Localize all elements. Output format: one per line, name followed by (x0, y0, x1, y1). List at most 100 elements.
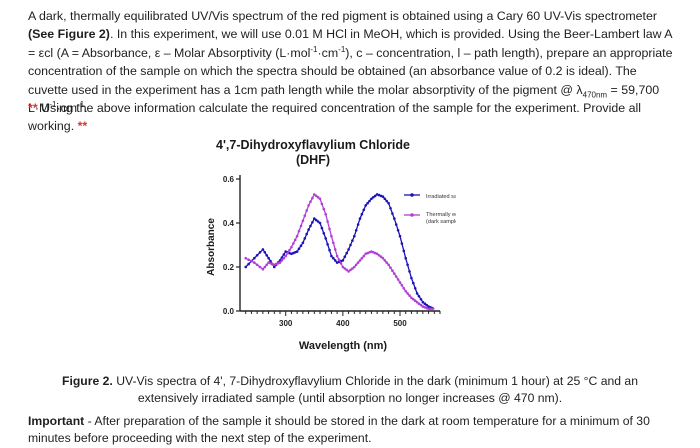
data-point (314, 218, 318, 222)
data-point (413, 287, 417, 290)
data-point (295, 234, 299, 238)
data-point (333, 248, 337, 251)
data-point (381, 195, 385, 198)
caption-text: UV-Vis spectra of 4', 7-Dihydroxyflavyli… (112, 374, 638, 405)
data-point (431, 307, 434, 311)
data-point (267, 256, 270, 260)
legend-marker-2 (410, 213, 414, 217)
data-point (396, 229, 400, 232)
data-point (253, 256, 256, 260)
data-point (394, 223, 398, 226)
data-point (326, 220, 329, 223)
data-point (263, 265, 267, 269)
data-point (393, 272, 396, 275)
data-point (353, 265, 356, 269)
data-point (410, 276, 413, 280)
legend-marker-1 (410, 193, 414, 197)
important-text: - After preparation of the sample it sho… (28, 414, 650, 445)
data-point (360, 256, 364, 260)
data-point (421, 300, 425, 304)
asterisks-right: ** (77, 119, 88, 134)
data-point (324, 237, 327, 240)
data-point (258, 265, 262, 269)
data-point (282, 253, 286, 256)
data-point (354, 263, 358, 267)
chart-title: 4',7-Dihydroxyflavylium Chloride (216, 138, 410, 152)
intro-text-6: ·cm (56, 101, 78, 116)
data-point (330, 254, 333, 258)
data-point (389, 266, 392, 269)
data-point (417, 302, 421, 305)
data-point (250, 259, 253, 263)
data-point (385, 199, 388, 203)
y-tick-label: 0.6 (223, 175, 235, 184)
data-point (316, 196, 320, 199)
data-point (372, 196, 375, 199)
data-point (299, 244, 303, 247)
caption-label: Figure 2. (62, 374, 113, 388)
data-point (341, 265, 345, 269)
data-point (370, 197, 373, 201)
data-point (381, 256, 385, 260)
chart-subtitle: (DHF) (296, 153, 330, 167)
data-point (415, 292, 419, 295)
data-point (364, 204, 367, 207)
intro-text-3: ·cm (317, 45, 339, 60)
data-point (412, 281, 415, 285)
data-point (394, 275, 398, 278)
y-tick-label: 0.0 (223, 307, 235, 316)
data-point (349, 243, 352, 247)
data-point (393, 217, 396, 220)
data-point (318, 221, 322, 225)
data-point (358, 217, 362, 220)
data-point (316, 220, 320, 223)
intro-text-2: . In this experiment, we will use 0.01 M… (28, 27, 672, 60)
data-point (419, 298, 423, 301)
data-point (343, 255, 347, 258)
superscript: -1 (310, 44, 318, 54)
data-point (341, 259, 345, 262)
figure-caption: Figure 2. UV-Vis spectra of 4', 7-Dihydr… (40, 373, 660, 407)
data-point (402, 249, 406, 253)
data-point (351, 267, 354, 270)
intro-text-7: . (84, 101, 88, 116)
data-point (408, 294, 411, 297)
task-text: Using the above information calculate th… (28, 101, 642, 134)
data-point (273, 265, 276, 269)
data-point (258, 251, 262, 254)
data-point (404, 256, 407, 260)
superscript: -1 (77, 99, 85, 109)
y-axis-label: Absorbance (206, 218, 217, 276)
data-point (389, 207, 392, 210)
data-point (339, 262, 343, 265)
data-point (377, 193, 381, 197)
data-point (278, 261, 282, 264)
data-point (313, 193, 316, 196)
data-point (247, 258, 250, 261)
data-point (284, 254, 287, 258)
data-point (292, 242, 295, 245)
data-point (335, 254, 339, 258)
data-point (324, 212, 327, 216)
data-point (322, 207, 326, 211)
data-point (413, 299, 417, 302)
data-point (305, 232, 308, 236)
data-point (297, 229, 301, 233)
data-point (415, 300, 419, 304)
data-point (417, 295, 421, 298)
data-point (402, 287, 406, 290)
data-point (322, 232, 326, 235)
data-point (398, 281, 402, 284)
data-point (282, 256, 286, 260)
data-point (299, 224, 303, 228)
superscript: -1 (49, 99, 57, 109)
data-point (333, 259, 337, 262)
data-point (358, 259, 362, 262)
data-point (263, 251, 267, 254)
data-point (423, 302, 427, 305)
data-point (406, 263, 409, 267)
data-point (269, 259, 272, 263)
data-point (410, 296, 413, 300)
important-label: Important (28, 414, 85, 428)
data-point (398, 234, 402, 238)
